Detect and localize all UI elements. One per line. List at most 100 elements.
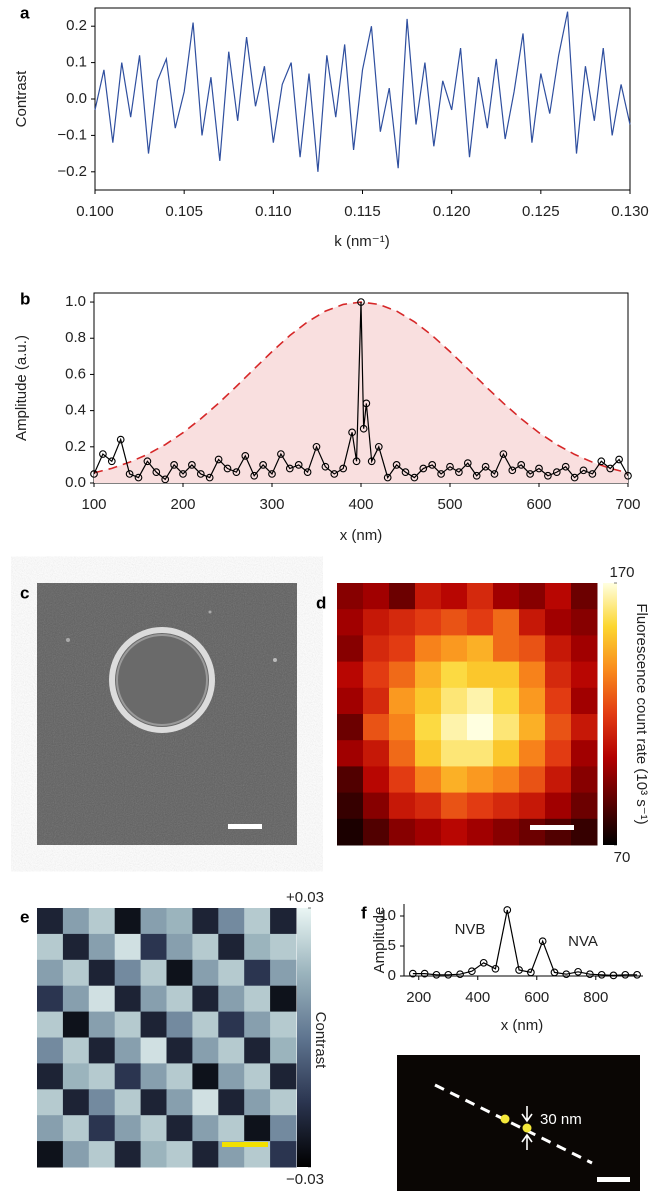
data-point <box>205 473 214 482</box>
heatmap-cell <box>493 792 520 820</box>
heatmap-cell <box>389 687 416 715</box>
heatmap-cell <box>363 766 390 794</box>
data-point <box>352 457 361 466</box>
heatmap-cell <box>571 635 598 663</box>
heatmap-cell <box>218 1089 245 1116</box>
colorbar-tick-label: +0.03 <box>286 889 324 906</box>
data-point <box>481 462 490 471</box>
heatmap-cell <box>571 714 598 741</box>
heatmap-cell <box>363 609 390 636</box>
heatmap-cell <box>519 714 546 741</box>
nv-dot <box>500 1114 510 1124</box>
data-point <box>468 967 476 976</box>
x-tick-label: 0.110 <box>255 203 291 220</box>
y-tick-label: 5 <box>388 937 396 954</box>
heatmap-cell <box>88 985 116 1013</box>
heatmap-cell <box>114 908 142 935</box>
heatmap-cell <box>166 1063 193 1090</box>
heatmap-cell <box>140 1141 167 1168</box>
data-point <box>410 473 419 482</box>
nv-dot <box>522 1123 532 1133</box>
data-point <box>597 457 606 466</box>
sem-speck <box>208 610 212 614</box>
heatmap-cell <box>337 635 364 663</box>
arrow <box>521 1106 533 1123</box>
colorbar-tick-label: 170 <box>609 564 634 581</box>
colorbar-label: Fluorescence count rate (10³ s⁻¹) <box>633 603 650 824</box>
heatmap-cell <box>218 1037 245 1064</box>
x-axis-label: x (nm) <box>340 527 383 544</box>
heatmap-cell <box>415 740 442 767</box>
data-line <box>412 909 638 977</box>
data-point <box>515 966 523 974</box>
panel-letter: e <box>20 907 29 926</box>
heatmap-cell <box>192 1089 219 1116</box>
heatmap-cell <box>62 1141 90 1168</box>
heatmap-cell <box>415 609 442 636</box>
nv-image: 30 nm <box>397 1055 640 1191</box>
heatmap-cell <box>545 766 572 794</box>
heatmap-cell <box>441 687 468 715</box>
heatmap-cell <box>571 609 598 636</box>
heatmap-cell <box>493 635 520 663</box>
heatmap-cell <box>467 714 494 741</box>
heatmap-cell <box>415 818 442 846</box>
heatmap-cell <box>545 635 572 663</box>
data-point <box>456 970 464 979</box>
heatmap-cell <box>218 985 245 1013</box>
heatmap-cell <box>467 661 494 689</box>
heatmap-cell <box>166 985 193 1013</box>
data-line <box>93 302 629 481</box>
x-tick-label: 700 <box>615 496 640 513</box>
heatmap-cell <box>218 959 245 987</box>
heatmap-cell <box>363 792 390 820</box>
panel-letter: a <box>20 3 30 22</box>
heatmap-cell <box>192 1037 219 1064</box>
heatmap-cell <box>493 740 520 767</box>
heatmap-cell <box>270 985 297 1013</box>
y-tick-label: 0.1 <box>66 54 87 71</box>
heatmap-cell <box>337 714 364 741</box>
heatmap-cell <box>218 933 245 961</box>
heatmap-cell <box>441 714 468 741</box>
scale-bar <box>228 824 262 829</box>
panel-letter: b <box>20 289 30 308</box>
panel-letter: f <box>361 903 367 922</box>
data-point <box>90 470 98 478</box>
plot-frame <box>94 7 631 191</box>
heatmap-cell <box>192 908 219 935</box>
x-tick-label: 0.125 <box>522 203 560 220</box>
heatmap-cell <box>244 985 271 1013</box>
data-point <box>588 470 597 478</box>
data-point <box>552 468 561 476</box>
heatmap-cell <box>519 766 546 794</box>
data-point <box>420 969 429 978</box>
heatmap-cell <box>62 1011 90 1038</box>
heatmap-cell <box>337 609 364 636</box>
heatmap-cell <box>493 714 520 741</box>
data-point <box>561 462 570 471</box>
data-point <box>624 471 632 480</box>
heatmap-cell <box>270 1037 297 1064</box>
annotation: 30 nm <box>540 1111 582 1128</box>
x-tick-label: 200 <box>406 989 431 1006</box>
colorbar <box>603 583 617 845</box>
heatmap-cell <box>88 1037 116 1064</box>
heatmap-cell <box>244 1037 271 1064</box>
data-point <box>312 442 321 451</box>
heatmap-cell <box>166 933 193 961</box>
heatmap-cell <box>415 661 442 689</box>
heatmap-cell <box>140 1089 167 1116</box>
x-tick-label: 0.100 <box>76 203 114 220</box>
heatmap-cell <box>545 740 572 767</box>
heatmap-cell <box>545 661 572 689</box>
heatmap-cell <box>270 1141 297 1168</box>
data-point <box>374 442 383 451</box>
y-axis-label: Amplitude (a.u.) <box>13 335 30 441</box>
heatmap-cell <box>363 740 390 767</box>
heatmap-cell <box>140 1063 167 1090</box>
heatmap-cell <box>571 583 598 610</box>
heatmap-cell <box>441 792 468 820</box>
colorbar <box>297 908 311 1167</box>
